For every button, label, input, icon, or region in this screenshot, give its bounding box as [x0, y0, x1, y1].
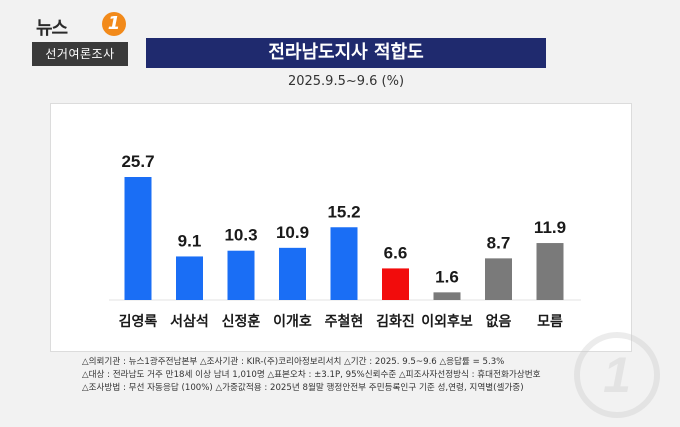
value-label-9: 11.9: [534, 218, 566, 237]
chart-subtitle: 2025.9.5~9.6 (%): [287, 74, 405, 89]
category-label-3: 신정훈: [222, 313, 261, 330]
category-label-5: 주철현: [325, 314, 364, 330]
category-label-7: 이외후보: [421, 313, 473, 330]
bar-5: [330, 227, 358, 300]
category-label-6: 김화진: [376, 313, 415, 330]
logo-mark: 1: [102, 12, 126, 36]
value-label-2: 9.1: [178, 231, 202, 250]
bar-8: [485, 258, 512, 300]
chart-panel: 25.7 김영록 9.1 서삼석 10.3 신정훈 10.9 이개호 15.2 주철현 6.6 김화진…: [50, 103, 632, 352]
survey-footnote: △의뢰기관 : 뉴스1광주전남본부 △조사기관 : KIR-(주)코리아정보리서…: [82, 356, 642, 395]
value-label-5: 15.2: [327, 202, 360, 221]
value-label-3: 10.3: [224, 226, 257, 245]
bar-3: [227, 250, 255, 300]
bar-6: [382, 268, 409, 300]
category-label-1: 김영록: [119, 313, 158, 330]
category-label-8: 없음: [486, 314, 512, 330]
bar-9: [536, 243, 564, 300]
value-label-6: 6.6: [384, 243, 408, 262]
category-label-4: 이개호: [273, 313, 312, 330]
news1-logo: 뉴스 1 선거여론조사: [32, 12, 128, 70]
logo-subtitle: 선거여론조사: [32, 42, 128, 66]
value-label-1: 25.7: [121, 152, 154, 171]
watermark-mark: 1: [603, 347, 631, 403]
bar-2: [176, 256, 203, 300]
bar-4: [279, 247, 306, 300]
chart-title: 전라남도지사 적합도: [146, 38, 546, 68]
footnote-line-2: △대상 : 전라남도 거주 만18세 이상 남녀 1,010명 △표본오차 : …: [82, 370, 541, 380]
news1-watermark-icon: 1: [574, 332, 660, 418]
footnote-line-1: △의뢰기관 : 뉴스1광주전남본부 △조사기관 : KIR-(주)코리아정보리서…: [82, 357, 505, 367]
bar-chart: 25.7 김영록 9.1 서삼석 10.3 신정훈 10.9 이개호 15.2 주철현 6.6 김화진…: [109, 152, 581, 330]
value-label-7: 1.6: [435, 267, 459, 286]
category-label-2: 서삼석: [170, 314, 209, 330]
footnote-line-3: △조사방법 : 무선 자동응답 (100%) △가중값적용 : 2025년 8월…: [82, 383, 524, 393]
bar-7: [433, 292, 461, 300]
bar-1: [124, 177, 152, 300]
logo-text: 뉴스: [36, 18, 68, 39]
category-label-9: 모름: [537, 314, 563, 330]
value-label-4: 10.9: [276, 223, 309, 242]
value-label-8: 8.7: [487, 233, 511, 252]
